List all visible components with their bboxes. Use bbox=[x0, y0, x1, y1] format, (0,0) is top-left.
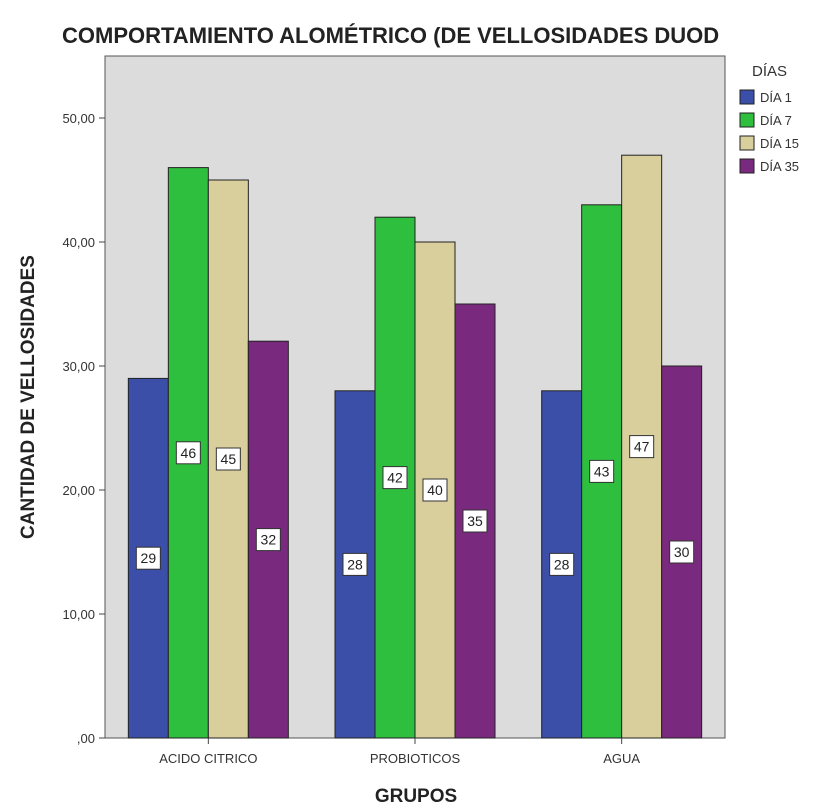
data-label-box bbox=[215, 447, 241, 471]
data-label-box bbox=[462, 509, 488, 533]
legend-swatch bbox=[739, 112, 755, 128]
legend-entry: DÍA 35 bbox=[760, 159, 799, 174]
data-label: 30 bbox=[674, 544, 690, 560]
data-label: 42 bbox=[387, 470, 403, 486]
chart-title: COMPORTAMIENTO ALOMÉTRICO (DE VELLOSIDAD… bbox=[62, 23, 719, 48]
y-axis-title: CANTIDAD DE VELLOSIDADES bbox=[18, 255, 39, 539]
y-tick-label: ,00 bbox=[77, 731, 95, 746]
x-axis-title: GRUPOS bbox=[375, 786, 457, 807]
data-label-box bbox=[589, 459, 615, 483]
data-label-box bbox=[549, 552, 575, 576]
data-label-box bbox=[629, 435, 655, 459]
data-label-box bbox=[669, 540, 695, 564]
legend-title: DÍAS bbox=[752, 63, 787, 80]
y-tick-label: 10,00 bbox=[62, 607, 95, 622]
data-label: 32 bbox=[261, 532, 277, 548]
y-tick-label: 40,00 bbox=[62, 235, 95, 250]
y-tick-label: 30,00 bbox=[62, 359, 95, 374]
x-axis: ACIDO CITRICO PROBIOTICOS AGUA bbox=[159, 738, 640, 766]
data-label-box bbox=[422, 478, 448, 502]
data-label: 45 bbox=[221, 451, 237, 467]
legend-swatch bbox=[739, 158, 755, 174]
data-label: 46 bbox=[181, 445, 197, 461]
data-label: 35 bbox=[467, 513, 483, 529]
legend-entry: DÍA 1 bbox=[760, 90, 792, 105]
data-label-box bbox=[135, 546, 161, 570]
bars: 29 46 45 32 28 42 40 35 28 43 47 30 bbox=[127, 154, 703, 739]
data-label: 28 bbox=[554, 556, 570, 572]
data-label-box bbox=[175, 441, 201, 465]
data-label-box bbox=[342, 552, 368, 576]
legend-swatch bbox=[739, 89, 755, 105]
data-label: 47 bbox=[634, 439, 650, 455]
data-label: 43 bbox=[594, 463, 610, 479]
legend-entry: DÍA 15 bbox=[760, 136, 799, 151]
data-label: 40 bbox=[427, 482, 443, 498]
legend-swatch bbox=[739, 135, 755, 151]
x-tick-label: ACIDO CITRICO bbox=[159, 751, 257, 766]
y-tick-label: 20,00 bbox=[62, 483, 95, 498]
data-label-box bbox=[255, 528, 281, 552]
data-label-box bbox=[382, 466, 408, 490]
bar bbox=[661, 365, 703, 739]
x-tick-label: AGUA bbox=[603, 751, 640, 766]
legend: DÍA 1 DÍA 7 DÍA 15 DÍA 35 bbox=[739, 89, 799, 174]
legend-entry: DÍA 7 bbox=[760, 113, 792, 128]
x-tick-label: PROBIOTICOS bbox=[370, 751, 461, 766]
y-tick-label: 50,00 bbox=[62, 111, 95, 126]
y-axis: ,00 10,00 20,00 30,00 40,00 50,00 bbox=[62, 111, 105, 746]
data-label: 28 bbox=[347, 556, 363, 572]
data-label: 29 bbox=[141, 550, 157, 566]
